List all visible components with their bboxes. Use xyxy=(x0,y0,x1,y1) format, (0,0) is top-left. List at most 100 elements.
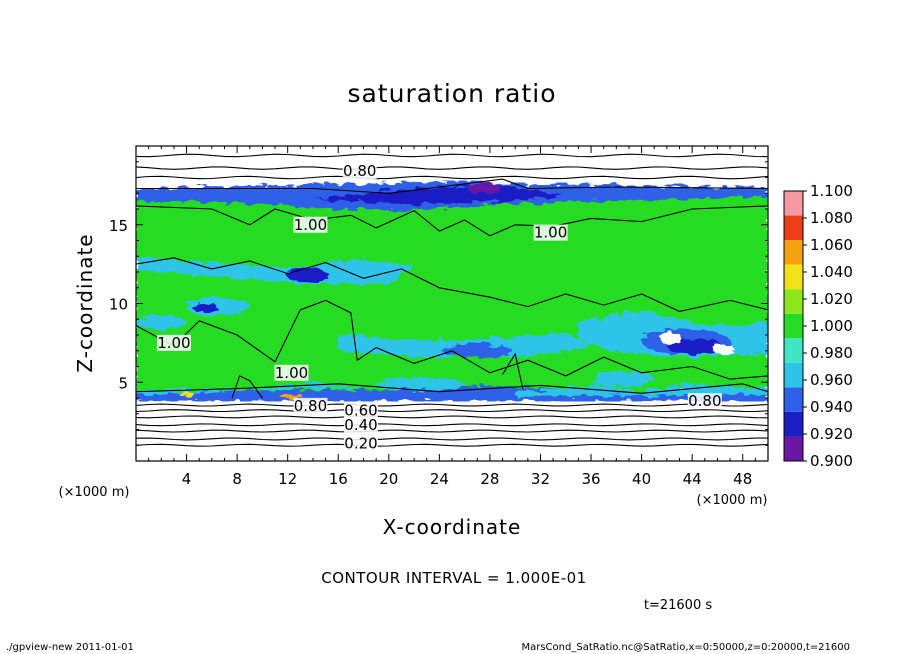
contour-lower xyxy=(136,429,768,433)
contour-lower xyxy=(136,403,768,407)
y-unit-label: (×1000 m) xyxy=(59,485,130,500)
plot-area: 0.80 1.00 1.00 1.00 1.00 0.80 0.600.400.20 0.80 xyxy=(136,146,768,461)
field-streak-left xyxy=(136,315,187,330)
colorbar-segment xyxy=(784,338,803,363)
contour-label-bg xyxy=(533,224,568,241)
contour-label-bg xyxy=(343,416,378,433)
x-tick-label: 12 xyxy=(278,470,297,488)
contour-label-bg xyxy=(342,163,377,180)
contour-label: 1.00 xyxy=(275,364,308,382)
contour-label: 1.00 xyxy=(157,334,190,352)
colorbar-label: 0.920 xyxy=(810,425,853,443)
field-patch-white xyxy=(659,331,683,345)
contour-small-cell2 xyxy=(502,352,524,389)
field-patch-white2 xyxy=(713,343,734,355)
contour-label: 0.80 xyxy=(688,392,721,410)
y-tick-label: 15 xyxy=(109,217,128,235)
colorbar-segment xyxy=(784,289,803,314)
contour-label-bg xyxy=(293,216,328,233)
time-label: t=21600 s xyxy=(644,598,712,613)
contour-lower xyxy=(136,423,768,427)
contour-label: 1.00 xyxy=(534,224,567,242)
contour-label: 0.80 xyxy=(294,397,327,415)
colorbar-label: 0.960 xyxy=(810,371,853,389)
contour-label: 0.80 xyxy=(343,162,376,180)
x-unit-label: (×1000 m) xyxy=(697,493,768,508)
colorbar-label: 1.000 xyxy=(810,317,853,335)
colorbar-label: 0.980 xyxy=(810,344,853,362)
field-patch-orange xyxy=(280,393,303,400)
field-patch-lowcenter xyxy=(376,377,465,391)
contour-lower xyxy=(136,437,768,441)
x-axis-label: X-coordinate xyxy=(383,515,522,539)
contour-label-bg xyxy=(343,402,378,419)
x-tick-label: 4 xyxy=(182,470,192,488)
contour-small-cell xyxy=(231,375,263,399)
colorbar-label: 0.900 xyxy=(810,452,853,470)
x-tick-label: 20 xyxy=(379,470,398,488)
colorbar-label: 1.040 xyxy=(810,263,853,281)
field-streak-low-core xyxy=(192,303,219,313)
contour-lines xyxy=(136,153,768,447)
colorbar-segment xyxy=(784,411,803,437)
colorbar: 0.900 0.920 0.940 0.960 0.980 1.000 1.020 1.040… xyxy=(783,182,853,470)
footer-left: ./gpview-new 2011-01-01 xyxy=(6,642,134,653)
y-axis: 5 10 15 xyxy=(109,161,768,446)
contour-label-bg xyxy=(343,435,378,452)
x-tick-label: 44 xyxy=(683,470,702,488)
colorbar-segment xyxy=(784,313,803,339)
x-tick-label: 32 xyxy=(531,470,550,488)
y-tick-label: 10 xyxy=(109,296,128,314)
colorbar-segment xyxy=(784,387,803,412)
x-tick-label: 8 xyxy=(232,470,242,488)
contour-upper xyxy=(136,175,768,180)
field-patch-right-core xyxy=(666,338,723,354)
colorbar-label: 1.020 xyxy=(810,290,853,308)
field-streak-center-core xyxy=(441,343,513,358)
contour-1.00-ground xyxy=(136,383,768,394)
field-streak-mid-core xyxy=(286,268,330,283)
field-band-top-core xyxy=(312,183,566,205)
y-axis-label: Z-coordinate xyxy=(73,233,97,372)
contour-label-bg xyxy=(156,334,191,351)
colorbar-label: 1.080 xyxy=(810,209,853,227)
colorbar-segment xyxy=(784,264,803,290)
contour-top xyxy=(136,178,768,194)
contour-label: 1.00 xyxy=(294,216,327,234)
contour-lower xyxy=(136,409,768,413)
y-tick-label: 5 xyxy=(118,374,128,392)
x-tick-label: 24 xyxy=(430,470,449,488)
x-tick-label: 48 xyxy=(733,470,752,488)
contour-upper xyxy=(136,166,768,170)
x-tick-label: 40 xyxy=(632,470,651,488)
x-axis: 4 8 12 16 20 24 28 32 36 40 44 48 xyxy=(148,146,756,488)
colorbar-label: 1.100 xyxy=(810,182,853,200)
contour-lower xyxy=(136,443,768,447)
contour-labels: 0.80 1.00 1.00 1.00 1.00 0.80 0.600.400.20 0.80 xyxy=(156,162,722,453)
colorbar-segment xyxy=(784,362,803,388)
contour-interval: CONTOUR INTERVAL = 1.000E-01 xyxy=(321,569,586,587)
contour-label: 0.40 xyxy=(344,416,377,434)
contour-label: 0.20 xyxy=(344,435,377,453)
contour-upper xyxy=(136,153,768,158)
colorbar-segment xyxy=(784,240,803,265)
x-tick-label: 36 xyxy=(581,470,600,488)
contour-label-bg xyxy=(687,393,722,410)
field-main xyxy=(136,190,768,398)
x-tick-label: 16 xyxy=(329,470,348,488)
field-patch-yellow xyxy=(178,391,195,397)
contour-label: 0.60 xyxy=(344,402,377,420)
colorbar-segment xyxy=(784,215,803,241)
contour-lower xyxy=(136,415,768,419)
colorbar-label: 1.060 xyxy=(810,236,853,254)
chart-title: saturation ratio xyxy=(347,79,556,108)
field-streak-mid xyxy=(136,256,415,285)
contour-1.00-upper xyxy=(136,205,768,237)
field-band-top-violet xyxy=(467,182,501,194)
colorbar-segment xyxy=(784,191,803,216)
colorbar-label: 0.940 xyxy=(810,398,853,416)
contour-1.00-lower xyxy=(136,299,768,380)
footer-right: MarsCond_SatRatio.nc@SatRatio,x=0:50000,… xyxy=(521,642,850,653)
contour-label-bg xyxy=(293,397,328,414)
